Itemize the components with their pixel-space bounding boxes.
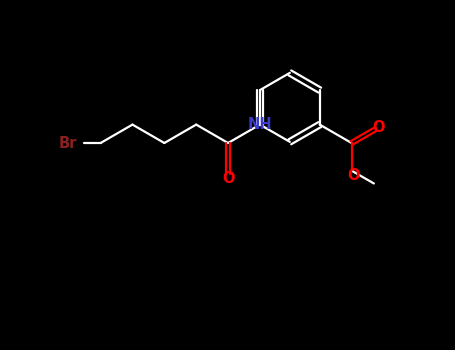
Text: O: O [372,120,385,135]
Text: Br: Br [59,135,77,150]
Text: NH: NH [248,117,272,132]
Text: O: O [222,171,234,186]
Text: O: O [347,168,360,183]
